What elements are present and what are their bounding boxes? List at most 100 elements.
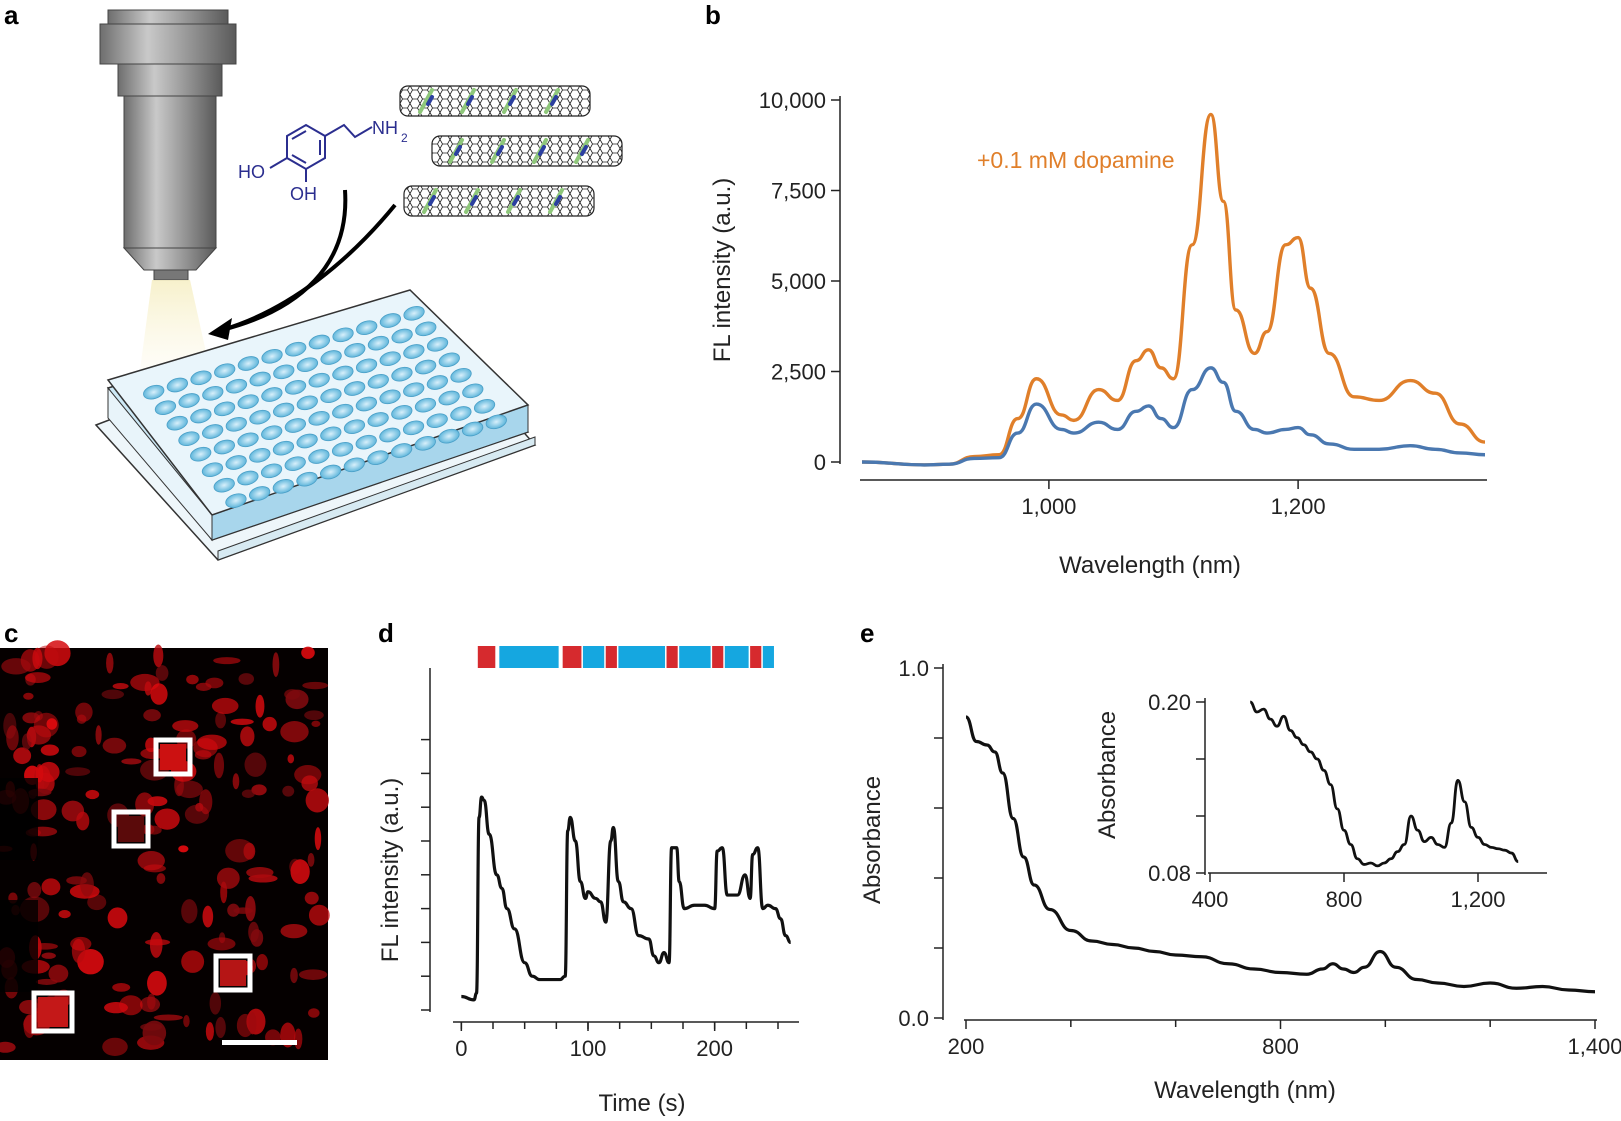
fluorescent-spot <box>41 878 61 896</box>
series-line--0-1-mm-dopamine <box>861 112 1486 467</box>
series-line-trace <box>461 795 792 1002</box>
well <box>308 372 330 388</box>
well <box>201 462 224 477</box>
fluorescent-spot <box>150 683 168 705</box>
well <box>415 359 437 375</box>
fluorescent-spot <box>153 644 164 668</box>
stimulus-segment <box>762 646 774 668</box>
roi-spot <box>160 744 186 770</box>
fluorescent-spot <box>207 937 236 951</box>
fluorescent-spot <box>244 752 267 777</box>
well <box>308 334 330 350</box>
fluorescent-spot <box>156 873 166 884</box>
fluorescent-spot <box>215 1016 226 1039</box>
chart-e-axes: 0.0 1.0 200 800 1,400 <box>898 656 1621 1059</box>
fluorescent-spot <box>147 993 156 1010</box>
x-tick-label: 800 <box>1262 1034 1299 1059</box>
x-tick-label: 0 <box>455 1036 467 1061</box>
fluorescent-spot <box>211 697 239 715</box>
stimulus-segment <box>562 646 582 668</box>
well <box>320 350 342 365</box>
nanotube-icon <box>399 85 623 217</box>
well <box>379 427 401 443</box>
series-line-absorbance-zoom <box>1249 700 1519 868</box>
stimulus-segment <box>618 646 666 668</box>
well <box>284 456 306 471</box>
well <box>414 436 436 451</box>
panel-a-illustration: HO OH NH 2 <box>94 9 623 561</box>
fluorescent-spot <box>246 867 274 878</box>
well <box>332 403 354 419</box>
fluorescent-spot <box>186 674 199 685</box>
fluorescent-spot <box>216 867 240 889</box>
fluorescent-spot <box>38 761 60 783</box>
x-tick-label: 800 <box>1326 887 1363 912</box>
fluorescent-spot <box>95 725 102 745</box>
molecule-nh: NH <box>372 118 398 138</box>
well <box>260 463 283 479</box>
roi-spot <box>38 997 68 1027</box>
fluorescent-spot <box>294 1028 303 1050</box>
y-tick-label: 0.08 <box>1148 861 1191 886</box>
fluorescent-spot <box>70 936 92 951</box>
y-tick-label: 7,500 <box>771 179 826 204</box>
chart-d-ylabel: FL intensity (a.u.) <box>377 778 404 963</box>
stimulus-segment <box>750 646 762 668</box>
fluorescent-spot <box>205 1022 214 1041</box>
well-plate-icon <box>94 289 537 561</box>
well <box>343 419 366 434</box>
panel-label-b: b <box>705 0 721 30</box>
fluorescent-spot <box>294 764 322 785</box>
well <box>391 366 413 382</box>
fluorescent-spot <box>183 1015 190 1028</box>
fluorescence-image <box>0 640 330 1060</box>
fluorescent-spot <box>255 694 265 718</box>
fluorescent-spot <box>112 683 129 690</box>
well <box>213 439 235 455</box>
fluorescent-spot <box>213 752 225 779</box>
roi-box <box>111 809 151 849</box>
fluorescent-spot <box>178 845 189 853</box>
well <box>308 449 330 464</box>
plate-wells <box>143 306 507 508</box>
well <box>391 443 413 458</box>
well <box>426 413 448 428</box>
well <box>485 414 507 430</box>
x-tick-label: 1,400 <box>1567 1034 1621 1059</box>
fluorescent-spot <box>308 904 330 926</box>
fluorescent-spot <box>213 657 241 665</box>
fluorescent-spot <box>24 672 51 684</box>
panel-label-c: c <box>4 618 18 648</box>
chart-b-xlabel: Wavelength (nm) <box>1059 552 1241 579</box>
chart-e-inset-series <box>1249 700 1519 868</box>
well <box>272 440 295 456</box>
chart-d-series <box>461 795 792 1002</box>
well <box>273 364 295 380</box>
fluorescent-spot <box>285 689 309 710</box>
well <box>332 365 354 381</box>
fluorescent-spot <box>147 970 167 996</box>
chart-b: 0 2,500 5,000 7,500 10,000 1,000 1,200 Wavelen… <box>709 88 1487 579</box>
well <box>332 327 354 343</box>
fluorescent-spot <box>155 665 169 681</box>
well <box>438 352 460 368</box>
well <box>249 409 271 425</box>
well <box>249 448 271 463</box>
microscope-objective-icon <box>99 9 237 281</box>
fluorescent-spot <box>181 950 205 973</box>
well <box>284 380 307 395</box>
y-tick-label: 1.0 <box>898 656 929 681</box>
fluorescent-spot <box>107 907 128 929</box>
roi-box <box>31 990 75 1034</box>
well <box>166 377 188 393</box>
well <box>225 455 247 470</box>
well <box>391 405 413 420</box>
chart-e-series <box>965 715 1596 994</box>
x-tick-label: 1,200 <box>1450 887 1505 912</box>
fluorescent-spot <box>181 899 198 924</box>
chart-e-ylabel: Absorbance <box>859 776 886 904</box>
fluorescent-spot <box>262 716 277 732</box>
fluorescent-spot <box>6 725 19 751</box>
fluorescent-spot <box>311 720 321 727</box>
chart-e-xlabel: Wavelength (nm) <box>1154 1077 1336 1104</box>
